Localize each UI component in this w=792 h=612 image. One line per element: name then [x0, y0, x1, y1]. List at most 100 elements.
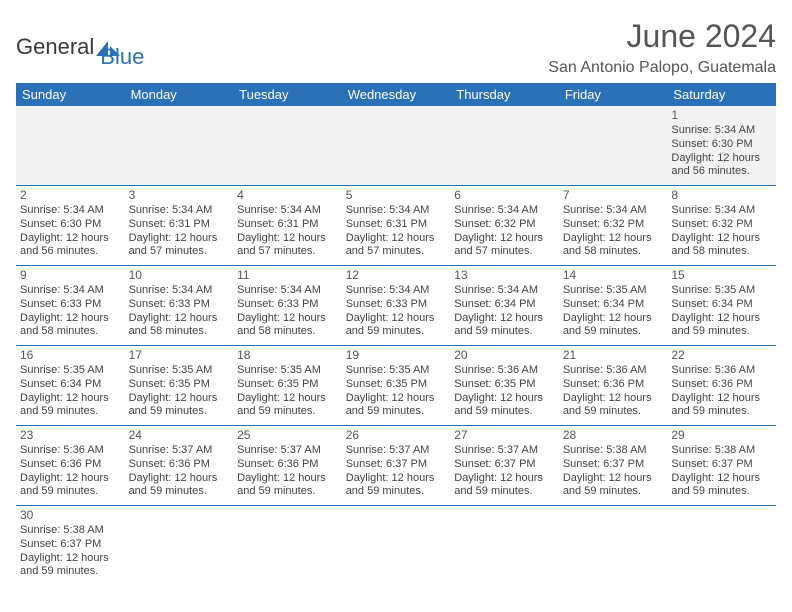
day-detail-line: and 59 minutes. [20, 565, 121, 579]
day-number: 20 [454, 348, 555, 363]
day-detail-line: Daylight: 12 hours [671, 392, 772, 406]
day-detail-line: Sunset: 6:34 PM [20, 378, 121, 392]
day-detail-line: Sunrise: 5:37 AM [454, 444, 555, 458]
calendar-table: Sunday Monday Tuesday Wednesday Thursday… [16, 83, 776, 585]
day-detail-line: Daylight: 12 hours [346, 392, 447, 406]
day-detail-line: Daylight: 12 hours [563, 472, 664, 486]
calendar-cell: 12Sunrise: 5:34 AMSunset: 6:33 PMDayligh… [342, 266, 451, 346]
day-detail-line: Daylight: 12 hours [237, 392, 338, 406]
day-detail-line: Sunrise: 5:34 AM [20, 204, 121, 218]
day-detail-line: Daylight: 12 hours [454, 312, 555, 326]
calendar-cell: 15Sunrise: 5:35 AMSunset: 6:34 PMDayligh… [667, 266, 776, 346]
day-number: 11 [237, 268, 338, 283]
day-number: 14 [563, 268, 664, 283]
calendar-cell: 19Sunrise: 5:35 AMSunset: 6:35 PMDayligh… [342, 346, 451, 426]
day-detail-line: Sunrise: 5:34 AM [671, 124, 772, 138]
day-detail-line: Daylight: 12 hours [20, 472, 121, 486]
calendar-cell: 13Sunrise: 5:34 AMSunset: 6:34 PMDayligh… [450, 266, 559, 346]
day-detail-line: Sunset: 6:36 PM [129, 458, 230, 472]
day-number: 15 [671, 268, 772, 283]
day-detail-line: Daylight: 12 hours [237, 312, 338, 326]
calendar-cell: 29Sunrise: 5:38 AMSunset: 6:37 PMDayligh… [667, 426, 776, 506]
calendar-cell: 11Sunrise: 5:34 AMSunset: 6:33 PMDayligh… [233, 266, 342, 346]
day-detail-line: Daylight: 12 hours [346, 472, 447, 486]
day-detail-line: and 59 minutes. [346, 325, 447, 339]
day-detail-line: Daylight: 12 hours [237, 472, 338, 486]
calendar-cell [125, 506, 234, 586]
calendar-cell: 30Sunrise: 5:38 AMSunset: 6:37 PMDayligh… [16, 506, 125, 586]
day-detail-line: Daylight: 12 hours [346, 312, 447, 326]
day-detail-line: Daylight: 12 hours [129, 232, 230, 246]
day-detail-line: Daylight: 12 hours [20, 312, 121, 326]
day-header: Wednesday [342, 83, 451, 106]
logo-text-general: General [16, 34, 94, 60]
day-detail-line: Sunrise: 5:38 AM [671, 444, 772, 458]
calendar-cell: 22Sunrise: 5:36 AMSunset: 6:36 PMDayligh… [667, 346, 776, 426]
calendar-cell: 4Sunrise: 5:34 AMSunset: 6:31 PMDaylight… [233, 186, 342, 266]
calendar-cell: 6Sunrise: 5:34 AMSunset: 6:32 PMDaylight… [450, 186, 559, 266]
day-number: 23 [20, 428, 121, 443]
day-detail-line: and 58 minutes. [563, 245, 664, 259]
day-detail-line: Sunrise: 5:35 AM [671, 284, 772, 298]
calendar-cell: 28Sunrise: 5:38 AMSunset: 6:37 PMDayligh… [559, 426, 668, 506]
day-detail-line: Sunrise: 5:34 AM [454, 204, 555, 218]
day-detail-line: and 57 minutes. [129, 245, 230, 259]
day-header: Friday [559, 83, 668, 106]
day-number: 16 [20, 348, 121, 363]
day-detail-line: and 59 minutes. [563, 325, 664, 339]
calendar-cell [233, 106, 342, 186]
day-detail-line: and 59 minutes. [671, 485, 772, 499]
calendar-cell: 26Sunrise: 5:37 AMSunset: 6:37 PMDayligh… [342, 426, 451, 506]
day-detail-line: Sunrise: 5:37 AM [237, 444, 338, 458]
day-detail-line: Sunset: 6:33 PM [346, 298, 447, 312]
day-detail-line: Daylight: 12 hours [20, 232, 121, 246]
day-detail-line: and 59 minutes. [237, 485, 338, 499]
day-number: 12 [346, 268, 447, 283]
day-detail-line: Sunset: 6:36 PM [20, 458, 121, 472]
day-detail-line: and 56 minutes. [20, 245, 121, 259]
calendar-cell: 25Sunrise: 5:37 AMSunset: 6:36 PMDayligh… [233, 426, 342, 506]
day-detail-line: Sunrise: 5:35 AM [129, 364, 230, 378]
day-detail-line: Sunset: 6:32 PM [454, 218, 555, 232]
calendar-cell: 3Sunrise: 5:34 AMSunset: 6:31 PMDaylight… [125, 186, 234, 266]
day-detail-line: and 58 minutes. [671, 245, 772, 259]
day-detail-line: and 59 minutes. [237, 405, 338, 419]
calendar-cell: 23Sunrise: 5:36 AMSunset: 6:36 PMDayligh… [16, 426, 125, 506]
day-detail-line: Sunset: 6:31 PM [237, 218, 338, 232]
day-number: 30 [20, 508, 121, 523]
day-detail-line: Sunrise: 5:34 AM [20, 284, 121, 298]
day-detail-line: and 59 minutes. [563, 405, 664, 419]
day-detail-line: Sunrise: 5:38 AM [20, 524, 121, 538]
day-detail-line: Sunrise: 5:34 AM [129, 204, 230, 218]
day-detail-line: and 57 minutes. [237, 245, 338, 259]
day-number: 13 [454, 268, 555, 283]
calendar-cell: 1Sunrise: 5:34 AMSunset: 6:30 PMDaylight… [667, 106, 776, 186]
day-detail-line: Sunset: 6:35 PM [237, 378, 338, 392]
day-detail-line: Sunrise: 5:34 AM [563, 204, 664, 218]
day-number: 27 [454, 428, 555, 443]
calendar-week-row: 16 Sunrise: 5:35 AM Sunset: 6:34 PM Dayligh… [16, 346, 776, 426]
day-detail-line: Daylight: 12 hours [563, 392, 664, 406]
day-detail-line: Sunset: 6:37 PM [454, 458, 555, 472]
day-detail-line: and 59 minutes. [346, 485, 447, 499]
day-detail-line: and 59 minutes. [346, 405, 447, 419]
day-detail-line: and 59 minutes. [454, 485, 555, 499]
day-detail-line: Sunset: 6:31 PM [346, 218, 447, 232]
day-number: 26 [346, 428, 447, 443]
day-number: 10 [129, 268, 230, 283]
day-detail-line: Sunset: 6:36 PM [671, 378, 772, 392]
day-detail-line: and 57 minutes. [454, 245, 555, 259]
day-detail-line: Daylight: 12 hours [671, 232, 772, 246]
day-detail-line: Sunset: 6:32 PM [563, 218, 664, 232]
day-number: 22 [671, 348, 772, 363]
day-detail-line: Sunset: 6:33 PM [129, 298, 230, 312]
calendar-week-row: 1Sunrise: 5:34 AMSunset: 6:30 PMDaylight… [16, 106, 776, 186]
calendar-cell: 17Sunrise: 5:35 AMSunset: 6:35 PMDayligh… [125, 346, 234, 426]
day-detail-line: Sunset: 6:31 PM [129, 218, 230, 232]
day-detail-line: Sunrise: 5:34 AM [671, 204, 772, 218]
day-detail-line: Sunrise: 5:37 AM [129, 444, 230, 458]
day-detail-line: Sunrise: 5:34 AM [237, 204, 338, 218]
day-detail-line: Sunrise: 5:35 AM [346, 364, 447, 378]
day-detail-line: Sunset: 6:37 PM [20, 538, 121, 552]
day-detail-line: Sunrise: 5:38 AM [563, 444, 664, 458]
